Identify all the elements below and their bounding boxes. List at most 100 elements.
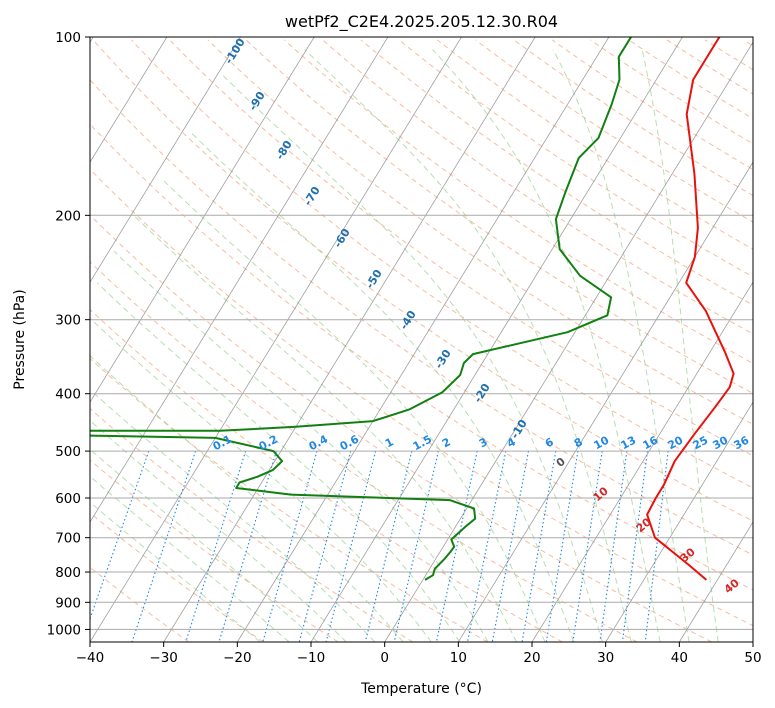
mixing-ratio-line (521, 451, 557, 642)
y-tick-label: 100 (55, 30, 81, 46)
moist-adiabat-line (90, 501, 261, 642)
dry-adiabat-line (90, 261, 638, 642)
mixing-ratio-line (572, 451, 603, 642)
mixing-ratio-line (599, 451, 628, 642)
dry-adiabat-line (590, 39, 753, 145)
isotherms (90, 37, 753, 642)
mixing-ratio-line (435, 450, 478, 642)
isotherm-line (90, 37, 168, 163)
y-tick-label: 900 (55, 595, 81, 611)
y-axis-ticks: 100 200 300 400 500 600 700 800 900 1000 (47, 30, 90, 638)
dry-adiabat-line (169, 39, 753, 457)
moist-adiabat-line (163, 180, 546, 642)
x-axis-ticks: −40 −30 −20 −10 0 10 20 30 40 50 (76, 642, 762, 666)
mixing-ratio-line (325, 450, 377, 642)
dry-adiabat-line (92, 39, 753, 522)
y-tick-label: 600 (55, 491, 81, 507)
y-tick-label: 200 (55, 208, 81, 224)
moist-adiabat-line (113, 250, 489, 642)
moist-adiabat-line (90, 388, 376, 642)
x-axis-label: Temperature (°C) (360, 681, 482, 697)
isotherm-line (678, 521, 753, 642)
mixing-ratio-label: 16 (641, 433, 661, 452)
x-tick-label: 40 (671, 650, 688, 666)
mixing-ratio-label: 25 (691, 434, 711, 453)
dry-adiabat-line (437, 39, 753, 250)
dry-adiabat-line (90, 357, 488, 642)
dry-adiabat-line (90, 79, 753, 556)
mixing-ratio-label: 36 (732, 433, 752, 452)
y-tick-label: 300 (55, 313, 81, 329)
x-tick-label: 20 (523, 650, 540, 666)
x-tick-label: −30 (149, 650, 178, 666)
x-tick-label: 10 (450, 650, 467, 666)
x-tick-label: −10 (297, 650, 326, 666)
moist-adiabat-line (641, 49, 719, 642)
isotherm-line (236, 37, 610, 642)
plot-frame (89, 36, 754, 643)
dry-adiabat-line (90, 214, 712, 642)
moist-adiabat-line (552, 49, 690, 642)
y-tick-label: 400 (55, 387, 81, 403)
x-tick-label: −40 (76, 650, 105, 666)
isotherm-line (531, 281, 753, 642)
isotherm-line (384, 41, 753, 642)
moist-adiabat-line (90, 355, 404, 642)
x-tick-label: 0 (380, 650, 389, 666)
temperature-profile-line (646, 37, 735, 581)
isotherm-line (90, 37, 241, 283)
x-tick-label: −20 (223, 650, 252, 666)
mixing-ratio-label: 20 (666, 433, 686, 452)
mixing-ratio-label: 10 (592, 433, 612, 452)
dry-adiabat-line (360, 39, 753, 306)
isotherm-line (163, 37, 536, 642)
moist-adiabat-line (90, 419, 347, 642)
pressure-gridlines (90, 37, 753, 630)
moist-adiabat-line (133, 214, 517, 642)
isotherm-line (605, 401, 753, 642)
isotherm-line (90, 37, 462, 642)
x-tick-label: 30 (597, 650, 614, 666)
mixing-ratio-line (466, 450, 507, 642)
moist-adiabat-line (220, 72, 603, 642)
plot-area: -100-90-80-70-60-50-40-30-20-100.1 0.2 0.4… (90, 37, 753, 642)
y-axis-label: Pressure (hPa) (12, 289, 28, 389)
moist-adiabat-line (432, 49, 661, 642)
isotherm-line (457, 161, 753, 642)
dry-adiabat-line (90, 308, 563, 642)
sounding-profiles (90, 37, 735, 581)
mixing-ratio-line (131, 450, 197, 642)
dry-adiabat-line (131, 39, 753, 489)
moist-adiabat-line (304, 49, 632, 642)
isotherm-line (90, 37, 389, 523)
moist-adiabat-line (90, 475, 290, 642)
mixing-ratio-line (621, 451, 648, 642)
moist-adiabat-line (90, 448, 319, 642)
isotherm-line (90, 37, 315, 403)
mixing-ratio-line (90, 450, 150, 621)
moist-adiabat-line (96, 282, 461, 642)
isotherm-line (310, 37, 683, 642)
mixing-ratio-line (262, 450, 318, 642)
mixing-ratio-line (218, 450, 277, 642)
mixing-ratio-line (393, 450, 439, 642)
dry-adiabat-line (90, 123, 753, 591)
mixing-ratio-line (298, 450, 352, 642)
mixing-ratio-label: 13 (619, 434, 639, 453)
dry-adiabat-line (551, 39, 753, 171)
y-tick-label: 1000 (47, 622, 81, 638)
x-tick-label: 50 (744, 650, 761, 666)
dry-adiabat-line (398, 39, 753, 278)
y-tick-label: 800 (55, 565, 81, 581)
dry-adiabat-line (207, 39, 753, 425)
y-tick-label: 700 (55, 531, 81, 547)
chart-title: wetPf2_C2E4.2025.205.12.30.R04 (285, 12, 558, 32)
mixing-ratio-line (185, 450, 247, 642)
mixing-ratio-line (364, 450, 413, 642)
dry-adiabat-line (90, 407, 414, 642)
dewpoint-profile-line (90, 37, 632, 581)
y-tick-label: 500 (55, 444, 81, 460)
mixing-ratio-line (491, 450, 530, 642)
mixing-ratio-label: 30 (711, 433, 731, 452)
